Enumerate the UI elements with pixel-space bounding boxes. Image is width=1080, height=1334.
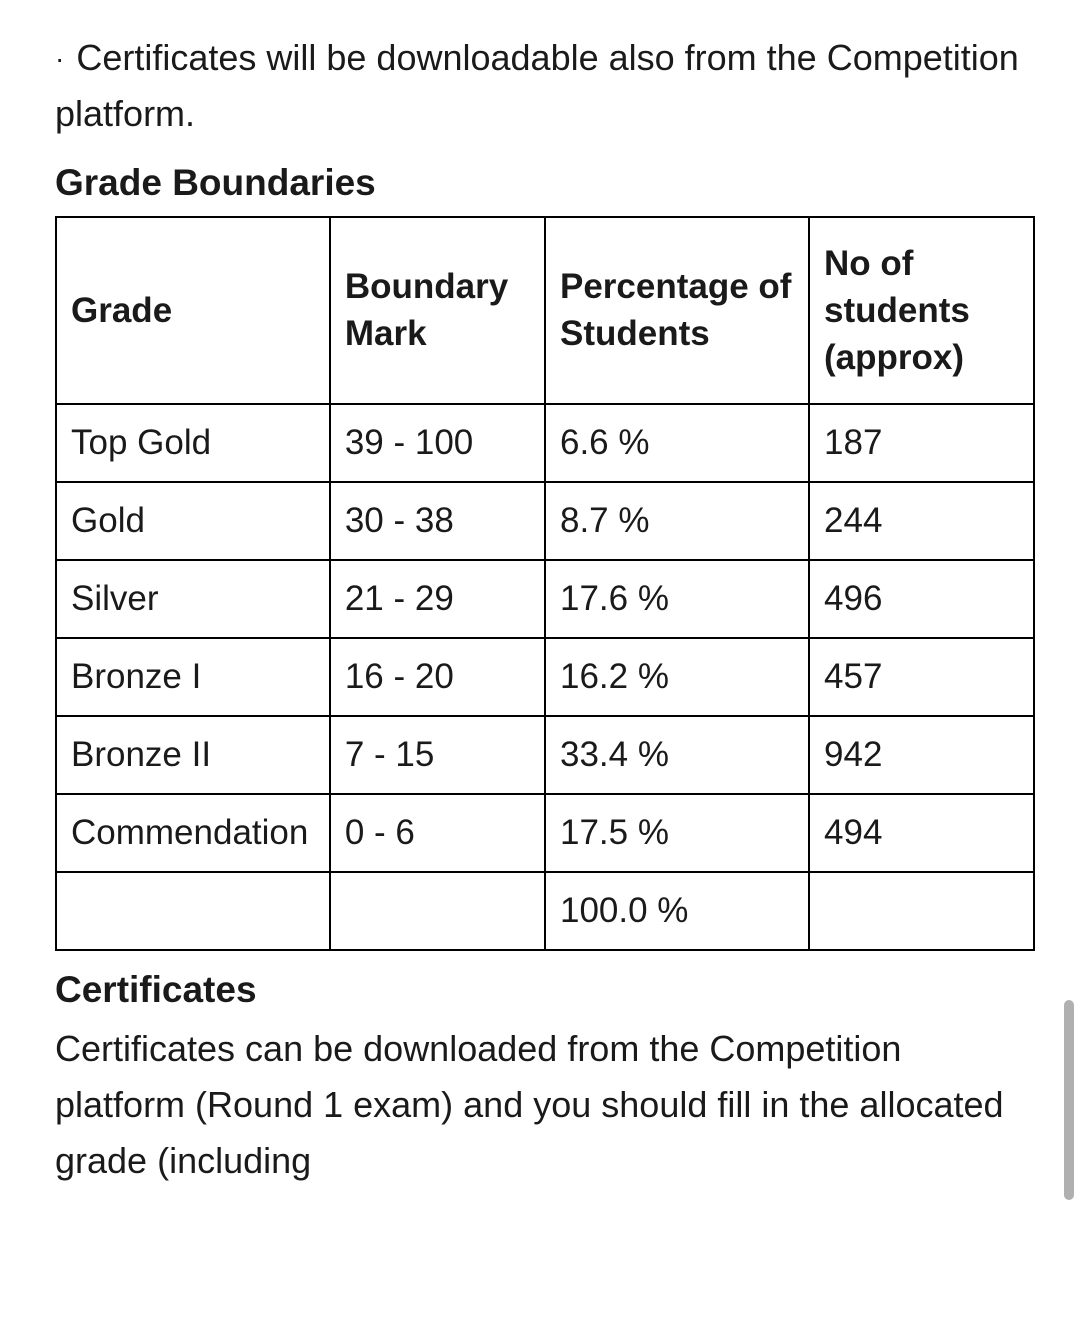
cell-boundary: 39 - 100 xyxy=(330,404,545,482)
cell-boundary: 16 - 20 xyxy=(330,638,545,716)
cell-students: 942 xyxy=(809,716,1034,794)
table-body: Top Gold 39 - 100 6.6 % 187 Gold 30 - 38… xyxy=(56,404,1034,950)
cell-boundary: 21 - 29 xyxy=(330,560,545,638)
cell-students: 187 xyxy=(809,404,1034,482)
cell-students: 457 xyxy=(809,638,1034,716)
cell-boundary: 0 - 6 xyxy=(330,794,545,872)
cell-percent: 16.2 % xyxy=(545,638,809,716)
intro-bullet: ·Certificates will be downloadable also … xyxy=(55,30,1035,142)
table-row: Bronze II 7 - 15 33.4 % 942 xyxy=(56,716,1034,794)
certificates-text: Certificates can be downloaded from the … xyxy=(55,1021,1035,1188)
cell-percent: 33.4 % xyxy=(545,716,809,794)
table-row: Commendation 0 - 6 17.5 % 494 xyxy=(56,794,1034,872)
col-header-percent: Percentage of Students xyxy=(545,217,809,405)
cell-boundary: 30 - 38 xyxy=(330,482,545,560)
table-row: Gold 30 - 38 8.7 % 244 xyxy=(56,482,1034,560)
cell-grade: Silver xyxy=(56,560,330,638)
table-total-row: 100.0 % xyxy=(56,872,1034,950)
grade-boundaries-heading: Grade Boundaries xyxy=(55,162,1035,204)
cell-percent: 6.6 % xyxy=(545,404,809,482)
cell-percent: 8.7 % xyxy=(545,482,809,560)
cell-grade: Top Gold xyxy=(56,404,330,482)
bullet-dot-icon: · xyxy=(55,37,64,80)
cell-boundary: 7 - 15 xyxy=(330,716,545,794)
cell-grade xyxy=(56,872,330,950)
cell-students xyxy=(809,872,1034,950)
table-row: Bronze I 16 - 20 16.2 % 457 xyxy=(56,638,1034,716)
certificates-heading: Certificates xyxy=(55,969,1035,1011)
cell-percent: 17.6 % xyxy=(545,560,809,638)
col-header-students: No of students (approx) xyxy=(809,217,1034,405)
cell-grade: Commendation xyxy=(56,794,330,872)
intro-text: Certificates will be downloadable also f… xyxy=(55,37,1019,134)
cell-grade: Gold xyxy=(56,482,330,560)
cell-students: 494 xyxy=(809,794,1034,872)
cell-students: 496 xyxy=(809,560,1034,638)
grade-boundaries-table: Grade Boundary Mark Percentage of Studen… xyxy=(55,216,1035,952)
cell-students: 244 xyxy=(809,482,1034,560)
cell-grade: Bronze II xyxy=(56,716,330,794)
scrollbar-thumb[interactable] xyxy=(1064,1000,1074,1200)
cell-percent: 17.5 % xyxy=(545,794,809,872)
col-header-grade: Grade xyxy=(56,217,330,405)
cell-grade: Bronze I xyxy=(56,638,330,716)
col-header-boundary: Boundary Mark xyxy=(330,217,545,405)
table-row: Top Gold 39 - 100 6.6 % 187 xyxy=(56,404,1034,482)
table-row: Silver 21 - 29 17.6 % 496 xyxy=(56,560,1034,638)
cell-boundary xyxy=(330,872,545,950)
table-header-row: Grade Boundary Mark Percentage of Studen… xyxy=(56,217,1034,405)
cell-percent: 100.0 % xyxy=(545,872,809,950)
